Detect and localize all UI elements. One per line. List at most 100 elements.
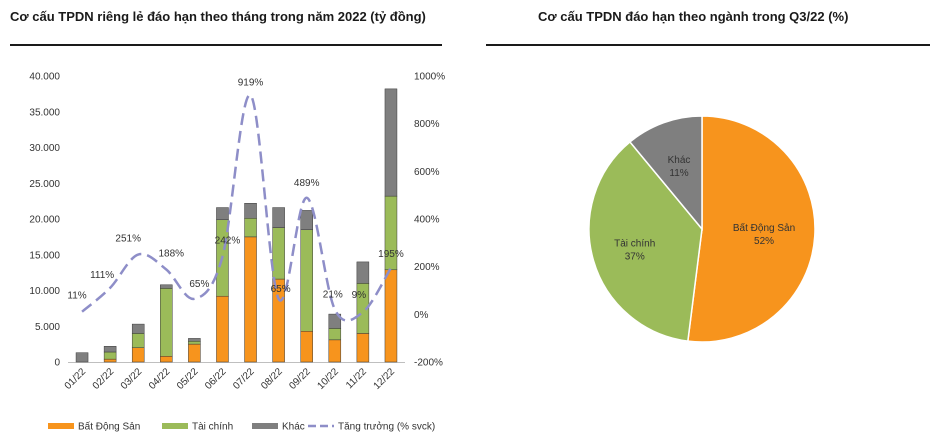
right-chart-title: Cơ cấu TPDN đáo hạn theo ngành trong Q3/… — [538, 9, 849, 24]
y2-tick-label: 800% — [414, 119, 440, 130]
legend-label: Tài chính — [192, 422, 233, 433]
x-axis-ticks: 01/22 02/22 03/22 04/22 05/22 06/22 07/22 08/22… — [63, 366, 398, 392]
bar-segment — [300, 331, 313, 363]
y-tick-label: 30.000 — [29, 143, 60, 154]
pie-labels: Bất Động Sản 52% Tài chính 37% Khác 11% — [614, 155, 795, 262]
right-title-rule — [486, 44, 930, 46]
y2-tick-label: 0% — [414, 310, 429, 321]
pie-category-label: Bất Động Sản — [733, 222, 795, 234]
pie-slice — [588, 140, 703, 342]
pie-slices — [588, 115, 816, 343]
growth-data-label: 11% — [67, 291, 86, 302]
y2-tick-label: 1000% — [414, 72, 445, 83]
legend-label: Tăng trưởng (% svck) — [338, 421, 435, 433]
legend-label: Khác — [282, 422, 305, 433]
growth-data-label: 489% — [294, 178, 320, 189]
bar-segment — [244, 203, 257, 219]
x-tick-label: 12/22 — [372, 366, 398, 392]
growth-data-label: 65% — [271, 284, 291, 295]
bar-segment — [160, 356, 173, 363]
bar-segment — [131, 333, 145, 348]
y-tick-label: 0 — [54, 358, 60, 369]
legend: Bất Động Sản Tài chính Khác Tăng trưởng (% … — [48, 421, 435, 433]
bar-segment — [328, 339, 342, 363]
y2-tick-label: -200% — [414, 358, 443, 369]
growth-data-label: 242% — [215, 236, 241, 247]
pie-category-label: Tài chính — [614, 239, 655, 250]
growth-data-label: 195% — [378, 249, 404, 260]
y-tick-label: 20.000 — [29, 215, 60, 226]
y2-axis-ticks: -200% 0% 200% 400% 600% 800% 1000% — [414, 72, 445, 369]
bar-segment — [356, 333, 370, 363]
legend-label: Bất Động Sản — [78, 421, 140, 433]
x-tick-label: 03/22 — [119, 366, 145, 392]
bar-segment — [356, 261, 370, 284]
bar-segment — [300, 210, 313, 230]
growth-data-label: 188% — [159, 249, 185, 260]
y-tick-label: 10.000 — [29, 286, 60, 297]
x-tick-label: 10/22 — [315, 366, 341, 392]
bar-segment — [188, 343, 201, 363]
pie-value-label: 11% — [669, 168, 688, 179]
growth-data-labels: 11% 111% 251% 188% 65% 242% 919% 65% 489% 21% 9% 19… — [67, 77, 403, 301]
x-tick-label: 11/22 — [344, 366, 369, 391]
x-tick-label: 09/22 — [287, 366, 313, 392]
bar-segment — [384, 269, 398, 363]
y2-tick-label: 600% — [414, 167, 440, 178]
legend-swatch — [48, 423, 74, 429]
y-tick-label: 15.000 — [29, 250, 60, 261]
bar-segment — [103, 351, 117, 360]
y2-tick-label: 200% — [414, 262, 440, 273]
bar-segment — [131, 347, 145, 363]
bar-chart: 0 5.000 10.000 15.000 20.000 25.000 30.000 35.0… — [29, 72, 445, 433]
bar-segment — [300, 229, 313, 332]
y-tick-label: 5.000 — [35, 322, 60, 333]
bar-segment — [188, 338, 201, 342]
pie-slice — [686, 115, 816, 343]
bar-segment — [216, 207, 229, 220]
growth-data-label: 111% — [90, 270, 114, 281]
bar-segment — [160, 288, 173, 357]
left-title-rule — [10, 44, 442, 46]
bar-segment — [328, 313, 342, 329]
bar-segment — [244, 218, 257, 238]
x-tick-label: 07/22 — [231, 366, 257, 392]
bar-segment — [216, 295, 229, 363]
left-chart-title: Cơ cấu TPDN riêng lẻ đáo hạn theo tháng … — [10, 9, 426, 24]
pie-value-label: 52% — [754, 236, 774, 247]
bar-segment — [188, 341, 201, 345]
growth-line — [81, 94, 393, 322]
legend-swatch — [252, 423, 278, 429]
growth-data-label: 65% — [189, 279, 209, 290]
y-axis-ticks: 0 5.000 10.000 15.000 20.000 25.000 30.000 35.0… — [29, 72, 60, 369]
pie-chart: Bất Động Sản 52% Tài chính 37% Khác 11% — [588, 115, 816, 343]
x-tick-label: 05/22 — [175, 366, 201, 392]
bars — [75, 88, 398, 363]
x-tick-label: 08/22 — [259, 366, 285, 392]
legend-swatch — [162, 423, 188, 429]
bar-segment — [272, 227, 285, 280]
pie-category-label: Khác — [668, 155, 691, 166]
y2-tick-label: 400% — [414, 215, 440, 226]
x-tick-label: 01/22 — [63, 366, 89, 392]
bar-segment — [328, 328, 342, 341]
growth-data-label: 251% — [115, 234, 141, 245]
pie-slice — [628, 115, 703, 232]
bar-segment — [244, 236, 257, 363]
y-tick-label: 25.000 — [29, 179, 60, 190]
x-tick-label: 02/22 — [91, 366, 117, 392]
y-tick-label: 40.000 — [29, 72, 60, 83]
bar-segment — [272, 207, 285, 228]
growth-data-label: 9% — [352, 290, 367, 301]
bar-segment — [131, 323, 145, 334]
x-tick-label: 06/22 — [203, 366, 229, 392]
growth-data-label: 919% — [238, 77, 264, 88]
pie-value-label: 37% — [625, 252, 645, 263]
x-tick-label: 04/22 — [147, 366, 173, 392]
bar-segment — [103, 346, 117, 353]
bar-segment — [160, 284, 173, 289]
bar-segment — [384, 88, 398, 197]
bar-segment — [103, 358, 117, 363]
y-tick-label: 35.000 — [29, 107, 60, 118]
